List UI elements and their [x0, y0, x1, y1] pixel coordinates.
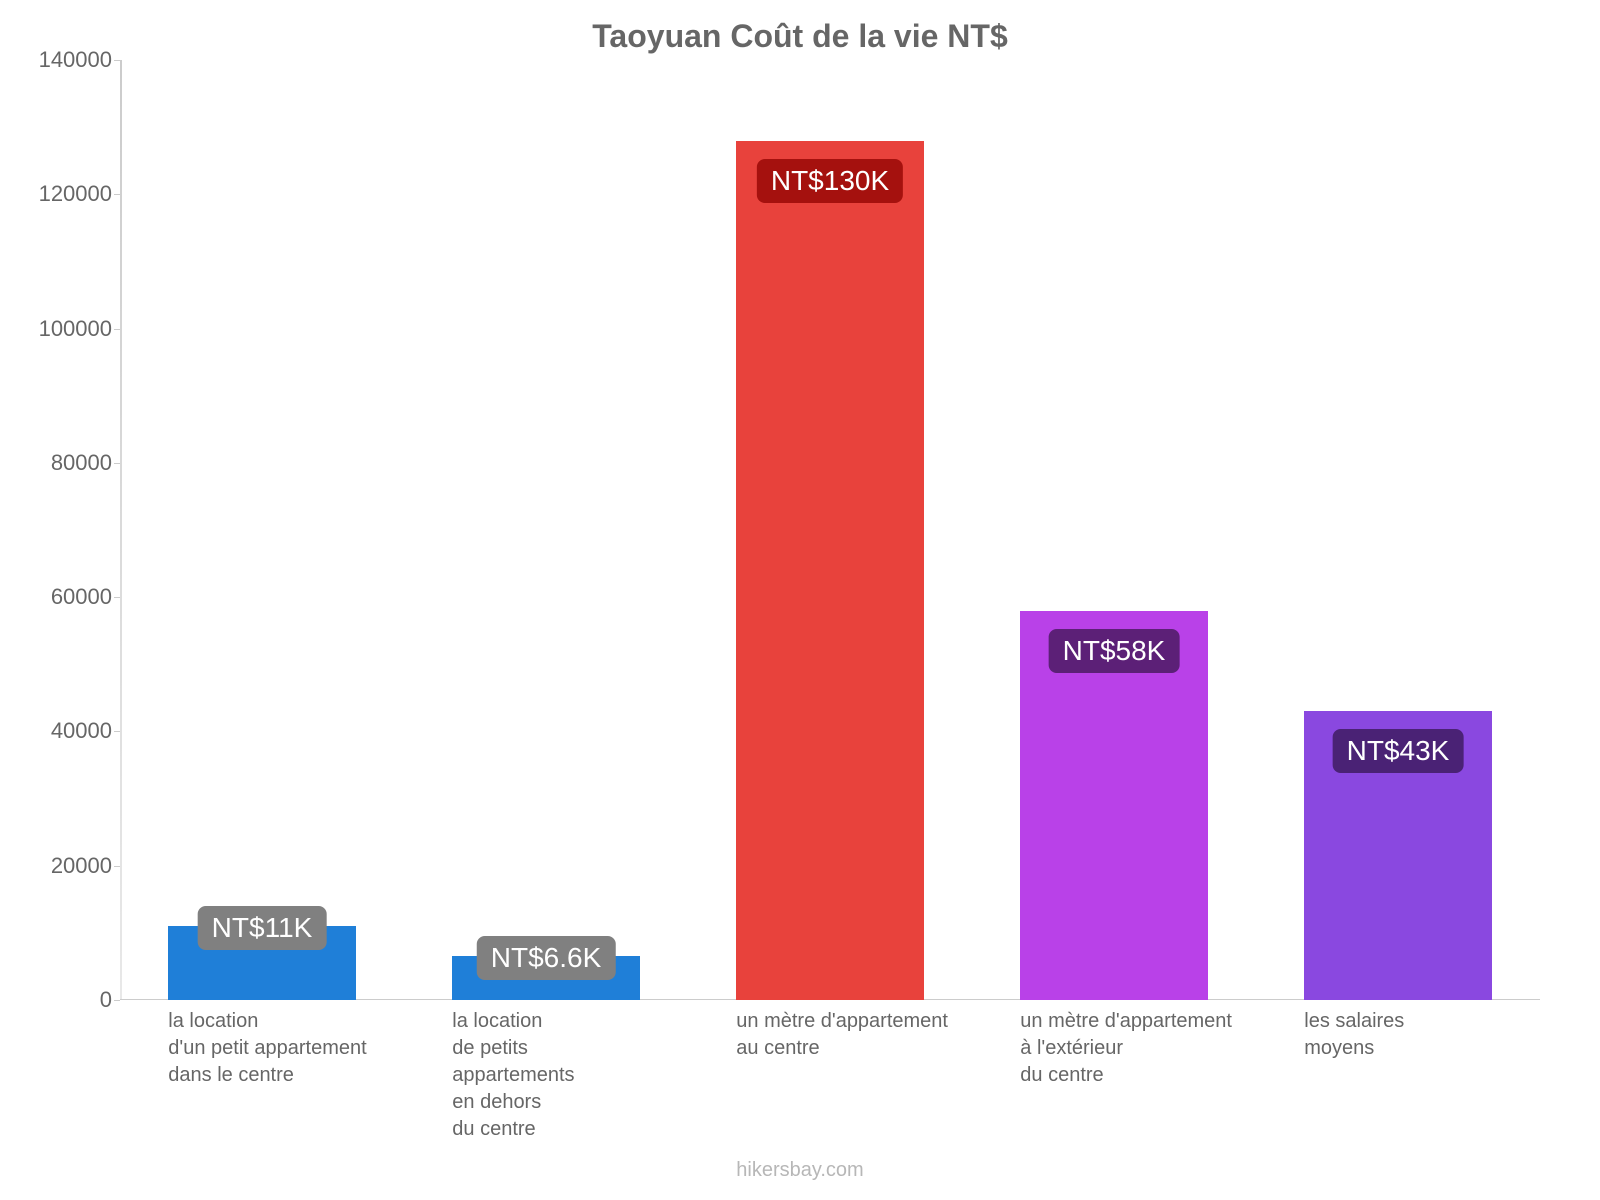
y-tick-mark: [114, 597, 120, 598]
bar-value-badge: NT$6.6K: [477, 936, 616, 980]
x-axis-category-label: les salairesmoyens: [1304, 1008, 1531, 1062]
plot-area: 020000400006000080000100000120000140000N…: [120, 60, 1540, 1000]
y-tick-mark: [114, 194, 120, 195]
y-tick-label: 20000: [30, 853, 112, 879]
y-tick-mark: [114, 60, 120, 61]
x-axis-category-label: la locationde petitsappartementsen dehor…: [452, 1008, 679, 1143]
y-tick-mark: [114, 866, 120, 867]
cost-of-living-chart: Taoyuan Coût de la vie NT$ 0200004000060…: [0, 0, 1600, 1200]
bar-value-badge: NT$43K: [1333, 729, 1464, 773]
y-tick-mark: [114, 329, 120, 330]
y-tick-label: 60000: [30, 584, 112, 610]
y-tick-label: 100000: [30, 316, 112, 342]
y-tick-label: 120000: [30, 181, 112, 207]
chart-title: Taoyuan Coût de la vie NT$: [0, 18, 1600, 55]
x-axis-labels: la locationd'un petit appartementdans le…: [120, 1000, 1540, 1160]
y-tick-mark: [114, 731, 120, 732]
bar-value-badge: NT$58K: [1049, 629, 1180, 673]
y-axis-line: [120, 60, 122, 1000]
y-tick-label: 0: [30, 987, 112, 1013]
y-tick-label: 140000: [30, 47, 112, 73]
y-tick-label: 80000: [30, 450, 112, 476]
x-axis-category-label: un mètre d'appartementau centre: [736, 1008, 963, 1062]
chart-footer: hikersbay.com: [0, 1159, 1600, 1182]
y-tick-mark: [114, 463, 120, 464]
y-tick-label: 40000: [30, 718, 112, 744]
x-axis-category-label: un mètre d'appartementà l'extérieurdu ce…: [1020, 1008, 1247, 1089]
bar-value-badge: NT$11K: [198, 906, 327, 950]
bar: [736, 141, 923, 1000]
x-axis-category-label: la locationd'un petit appartementdans le…: [168, 1008, 395, 1089]
bar-value-badge: NT$130K: [757, 159, 903, 203]
